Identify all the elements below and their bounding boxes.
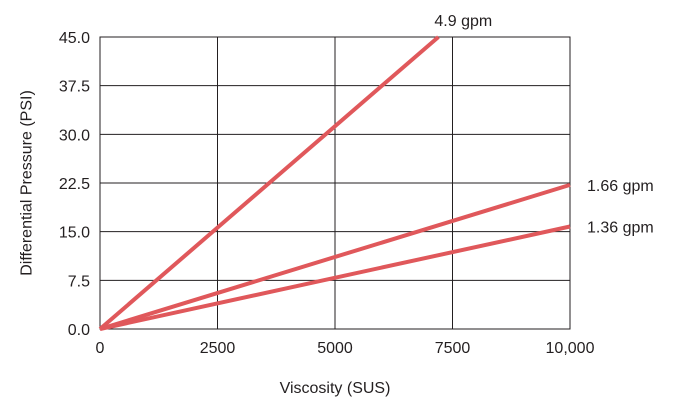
- y-axis-title: Differential Pressure (PSI): [19, 90, 36, 276]
- x-axis-title: Viscosity (SUS): [280, 380, 391, 397]
- y-tick-label: 22.5: [59, 176, 90, 193]
- tick-labels: 0 2500 5000 7500 10,000 0.0 7.5 15.0 22.5 30.0 37.…: [59, 30, 595, 357]
- x-tick-label: 7500: [435, 340, 471, 357]
- y-tick-label: 30.0: [59, 127, 90, 144]
- series-line-2: [99, 224, 571, 331]
- x-tick-label: 5000: [317, 340, 353, 357]
- x-tick-label: 10,000: [546, 340, 595, 357]
- series-labels: 4.9 gpm 1.66 gpm 1.36 gpm: [434, 13, 653, 236]
- series-lines: [98, 35, 571, 331]
- y-tick-label: 37.5: [59, 79, 90, 96]
- grid: [100, 37, 570, 329]
- y-tick-label: 45.0: [59, 30, 90, 47]
- series-label: 1.66 gpm: [587, 178, 654, 195]
- y-tick-label: 15.0: [59, 225, 90, 242]
- y-tick-label: 7.5: [68, 273, 90, 290]
- series-line-1: [99, 182, 571, 331]
- series-label: 1.36 gpm: [587, 219, 654, 236]
- series-line-0: [98, 35, 440, 331]
- series-label: 4.9 gpm: [434, 13, 492, 30]
- x-tick-label: 0: [96, 340, 105, 357]
- y-tick-label: 0.0: [68, 322, 90, 339]
- x-tick-label: 2500: [200, 340, 236, 357]
- plot-area-frame: [99, 36, 571, 330]
